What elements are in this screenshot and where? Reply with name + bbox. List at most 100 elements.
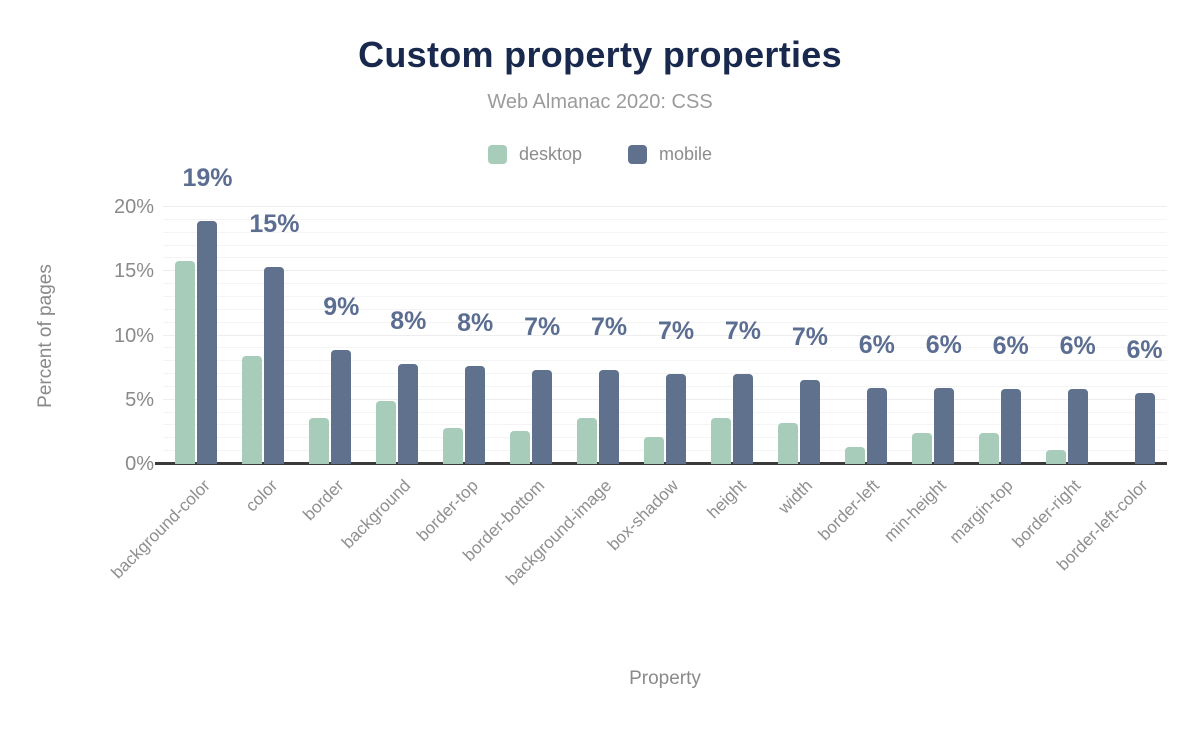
x-tick-label: background xyxy=(338,476,415,553)
x-tick-label: height xyxy=(703,476,750,523)
gridline xyxy=(163,257,1167,259)
gridline xyxy=(163,321,1167,323)
mobile-bar xyxy=(197,221,218,464)
x-tick-label: box-shadow xyxy=(604,476,683,555)
x-tick-label: border-top xyxy=(412,476,482,545)
mobile-bar xyxy=(866,388,887,464)
value-label: 15% xyxy=(249,210,300,239)
value-label: 6% xyxy=(992,332,1029,361)
value-label: 7% xyxy=(591,313,628,342)
desktop-bar xyxy=(175,260,196,464)
mobile-bar xyxy=(465,366,486,464)
desktop-bar xyxy=(644,437,665,464)
desktop-bar xyxy=(577,417,598,464)
legend-item-mobile: mobile xyxy=(628,144,712,165)
gridline xyxy=(163,347,1167,349)
chart-title: Custom property properties xyxy=(358,34,842,75)
bar-group-height: 7% height xyxy=(699,207,766,523)
value-label: 7% xyxy=(657,317,695,346)
mobile-bar xyxy=(1000,389,1021,464)
gridline xyxy=(163,450,1167,452)
desktop-swatch-icon xyxy=(487,145,507,164)
desktop-bar xyxy=(510,430,531,464)
chart-subtitle: Web Almanac 2020: CSS xyxy=(487,91,713,113)
gridline xyxy=(163,308,1167,310)
gridline xyxy=(163,218,1167,220)
legend-label-mobile: mobile xyxy=(659,144,713,164)
x-tick-label: margin-top xyxy=(946,476,1018,547)
value-label: 6% xyxy=(1126,336,1163,365)
gridline xyxy=(163,360,1167,362)
mobile-bar xyxy=(1134,393,1155,464)
mobile-bar xyxy=(799,380,820,464)
legend-item-desktop: desktop xyxy=(487,144,582,165)
value-label: 6% xyxy=(1059,332,1096,361)
desktop-bar xyxy=(777,422,798,464)
y-tick-label: 15% xyxy=(113,260,154,283)
desktop-bar xyxy=(911,433,932,464)
bar-group-border-bottom: 7% border-bottom xyxy=(460,207,565,565)
bar-group-border-top: 8% border-top xyxy=(413,207,498,545)
value-label: 8% xyxy=(457,309,494,338)
value-label: 8% xyxy=(390,306,427,335)
legend: desktop mobile xyxy=(0,144,1200,165)
bar-group-background-image: 7% background-image xyxy=(503,207,632,589)
mobile-bar xyxy=(599,370,620,464)
desktop-bar xyxy=(242,356,263,464)
x-tick-label: border xyxy=(299,476,348,525)
mobile-bar xyxy=(532,370,553,464)
x-tick-label: color xyxy=(241,476,281,516)
gridline xyxy=(163,398,1167,400)
bar-group-border-right: 6% border-right xyxy=(1009,207,1100,552)
bar-group-background: 8% background xyxy=(338,207,431,552)
bar-group-border-left: 6% border-left xyxy=(815,207,899,545)
legend-label-desktop: desktop xyxy=(518,144,582,164)
value-label: 7% xyxy=(524,313,561,342)
bar-groups: 19% background-color 15% color 9% border 8% bac… xyxy=(108,166,1167,589)
gridline xyxy=(163,206,1167,207)
bar-group-box-shadow: 7% box-shadow xyxy=(604,207,699,555)
mobile-bar xyxy=(1067,389,1088,464)
bar-group-border-left-color: 6% border-left-color xyxy=(1053,207,1167,574)
y-axis-title: Percent of pages xyxy=(35,264,56,408)
bar-group-color: 15% color xyxy=(230,207,300,516)
gridline xyxy=(163,270,1167,272)
mobile-bar xyxy=(331,349,352,464)
y-tick-label: 0% xyxy=(125,453,154,475)
gridline xyxy=(163,334,1167,336)
mobile-bar xyxy=(264,267,285,464)
gridline xyxy=(163,424,1167,426)
value-label: 7% xyxy=(791,323,828,352)
desktop-bar xyxy=(443,428,464,464)
x-axis-title: Property xyxy=(629,668,701,689)
value-label: 19% xyxy=(182,164,233,193)
bar-group-width: 7% width xyxy=(765,207,832,518)
mobile-bar xyxy=(666,374,687,464)
gridline xyxy=(163,231,1167,233)
bar-group-border: 9% border xyxy=(297,207,364,524)
gridline xyxy=(163,373,1167,375)
desktop-bar xyxy=(710,417,731,464)
gridline xyxy=(163,283,1167,285)
bar-group-background-color: 19% background-color xyxy=(108,166,233,583)
desktop-bar xyxy=(978,433,999,464)
bar-group-margin-top: 6% margin-top xyxy=(946,207,1033,547)
gridline xyxy=(163,295,1167,297)
desktop-bar xyxy=(844,447,865,464)
y-axis: 0% 5% 10% 15% 20% xyxy=(58,197,154,474)
gridline xyxy=(163,411,1167,413)
x-tick-label: min-height xyxy=(880,476,951,546)
x-tick-label: background-color xyxy=(107,476,214,583)
bar-group-min-height: 6% min-height xyxy=(881,207,966,546)
value-label: 7% xyxy=(724,317,762,346)
desktop-bar xyxy=(309,417,330,464)
mobile-bar xyxy=(933,388,954,464)
y-tick-label: 10% xyxy=(113,324,154,347)
y-tick-label: 20% xyxy=(113,196,154,218)
gridline xyxy=(163,385,1167,387)
desktop-bar xyxy=(1045,449,1066,464)
gridline xyxy=(163,244,1167,246)
value-label: 9% xyxy=(323,292,360,321)
value-label: 6% xyxy=(858,331,895,360)
